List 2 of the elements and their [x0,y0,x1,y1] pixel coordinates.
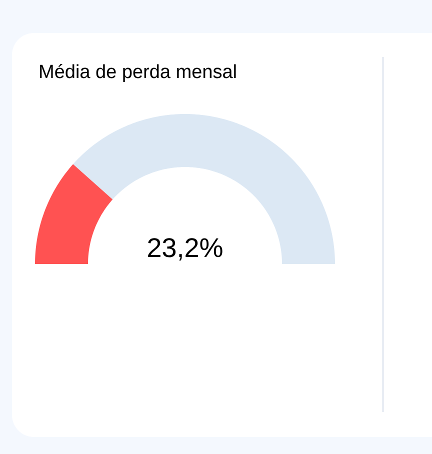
text: 23,2% [148,238,222,260]
chart-title: Média de perda mensal [40,64,236,82]
